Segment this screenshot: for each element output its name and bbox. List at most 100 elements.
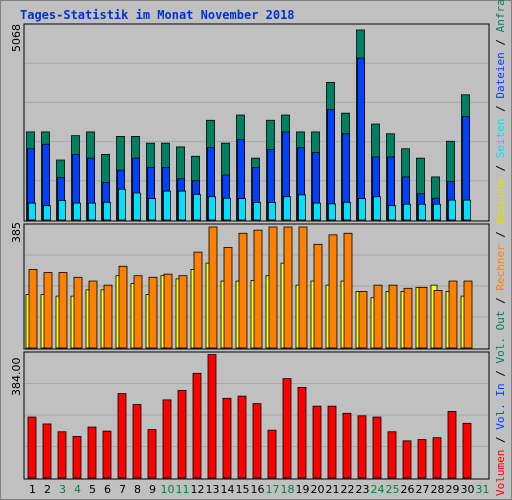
x-tick-label: 13 (206, 483, 220, 496)
bar-seiten (148, 198, 156, 221)
bar-volumen (342, 412, 352, 479)
bar-dateien (327, 109, 335, 221)
bar-rechner (268, 226, 278, 349)
bar-rechner (463, 280, 473, 349)
bar-volumen (327, 405, 337, 479)
x-tick-label: 17 (266, 483, 280, 496)
y-max-label-middle: 385 (10, 222, 23, 243)
x-tick-label: 24 (371, 483, 385, 496)
bar-rechner (298, 226, 308, 349)
x-tick-label: 25 (386, 483, 400, 496)
x-tick-label: 11 (176, 483, 190, 496)
bar-rechner (28, 269, 38, 349)
bar-seiten (283, 196, 291, 221)
bar-volumen (462, 422, 472, 479)
legend-dateien: Dateien (494, 52, 507, 98)
x-tick-label: 20 (311, 483, 325, 496)
bar-seiten (313, 202, 321, 221)
bar-seiten (208, 196, 216, 221)
bar-rechner (73, 276, 83, 349)
bar-volumen (147, 429, 157, 479)
bar-rechner (118, 265, 128, 349)
x-tick-label: 19 (296, 483, 310, 496)
bar-rechner (313, 243, 323, 349)
bar-rechner (178, 275, 188, 349)
bar-volumen (57, 431, 67, 479)
bar-seiten (43, 205, 51, 221)
bar-dateien (357, 57, 365, 221)
bar-seiten (463, 199, 471, 221)
bar-volumen (357, 415, 367, 479)
x-tick-label: 16 (251, 483, 265, 496)
x-tick-label: 14 (221, 483, 235, 496)
bar-seiten (88, 202, 96, 221)
x-tick-label: 23 (356, 483, 370, 496)
bar-volumen (132, 404, 142, 479)
x-tick-label: 30 (461, 483, 475, 496)
bar-volumen (117, 393, 127, 479)
y-max-label-bottom: 384.00 (10, 358, 23, 397)
bar-volumen (27, 416, 37, 479)
bar-rechner (133, 275, 143, 349)
x-tick-label: 22 (341, 483, 355, 496)
bar-rechner (388, 284, 398, 349)
bar-seiten (73, 202, 81, 221)
bar-volumen (432, 437, 442, 479)
bar-volumen (282, 378, 292, 479)
x-tick-label: 28 (431, 483, 445, 496)
bar-volumen (387, 431, 397, 479)
bar-seiten (163, 190, 171, 221)
bar-seiten (193, 194, 201, 221)
bar-volumen (222, 397, 232, 479)
bar-volumen (87, 426, 97, 479)
bar-rechner (193, 251, 203, 349)
bars-layer (25, 29, 473, 479)
x-tick-label: 7 (119, 483, 126, 496)
x-tick-label: 26 (401, 483, 415, 496)
x-tick-label: 10 (161, 483, 175, 496)
bar-seiten (118, 188, 126, 221)
bar-rechner (163, 273, 173, 349)
x-axis-labels: 1 2 3 4 5 6 7 8 9 10 11 12 13 14 15 16 17 18 19 20 21 22 23 24 2… (29, 483, 490, 496)
x-tick-label: 5 (89, 483, 96, 496)
bar-seiten (403, 203, 411, 221)
legend-right: Volumen / Vol. In / Vol. Out / Rechner /… (494, 0, 507, 496)
x-tick-label: 31 (476, 483, 490, 496)
bar-seiten (103, 201, 111, 221)
bar-volumen (252, 403, 262, 479)
bar-volumen (372, 416, 382, 479)
bar-volumen (102, 430, 112, 479)
x-tick-label: 15 (236, 483, 250, 496)
x-tick-label: 29 (446, 483, 460, 496)
bar-rechner (238, 232, 248, 349)
bar-volumen (72, 436, 82, 479)
bar-seiten (358, 198, 366, 221)
bar-seiten (343, 201, 351, 221)
legend-volumen: Volumen (494, 450, 507, 496)
bar-rechner (358, 291, 368, 349)
x-tick-label: 3 (59, 483, 66, 496)
bar-seiten (178, 190, 186, 221)
bar-seiten (298, 194, 306, 221)
x-tick-label: 6 (104, 483, 111, 496)
x-tick-label: 18 (281, 483, 295, 496)
bar-volumen (177, 390, 187, 479)
bar-seiten (448, 199, 456, 221)
bar-rechner (283, 226, 293, 349)
bar-volumen (162, 399, 172, 479)
bar-volumen (417, 439, 427, 479)
bar-seiten (238, 198, 246, 221)
x-tick-label: 27 (416, 483, 430, 496)
y-max-label-top: 5068 (10, 24, 23, 52)
bar-rechner (223, 247, 233, 349)
bar-volumen (267, 429, 277, 479)
bar-seiten (328, 203, 336, 221)
x-tick-label: 1 (29, 483, 36, 496)
bar-rechner (433, 290, 443, 349)
bar-seiten (223, 197, 231, 221)
bar-rechner (148, 276, 158, 349)
bar-seiten (28, 202, 36, 221)
bar-volumen (192, 372, 202, 479)
bar-seiten (433, 203, 441, 221)
